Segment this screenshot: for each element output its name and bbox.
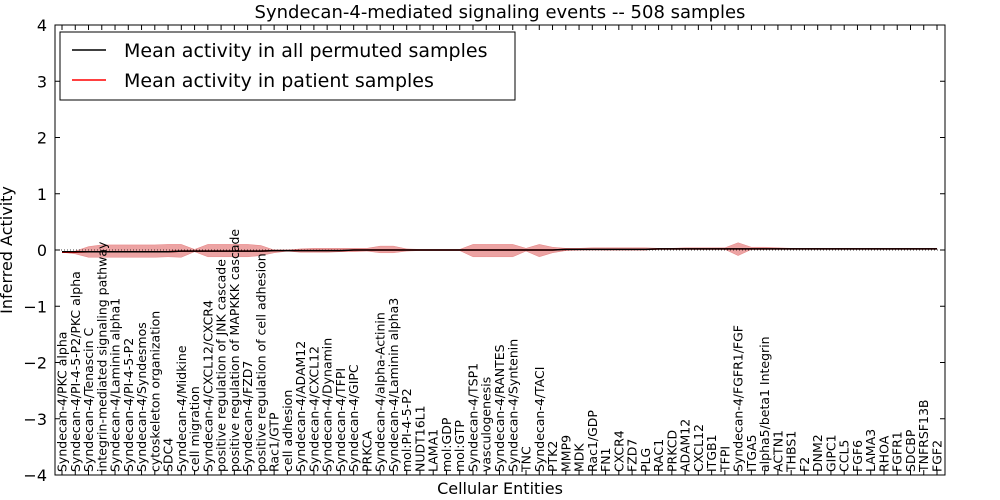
x-tick-label: PLG [638,448,653,472]
x-tick-label: PRKCD [664,430,679,472]
x-tick-label: PTK2 [545,441,560,472]
x-tick-label: NUDT16L1 [413,405,428,472]
chart-title: Syndecan-4-mediated signaling events -- … [255,2,746,23]
x-tick-label: ITGA5 [744,434,759,472]
x-tick-label: ITGB1 [704,434,719,472]
x-tick-label: Syndecan-4/RANTES [492,344,507,472]
x-tick-label: PRKCA [359,431,374,472]
y-tick-label: 3 [37,72,47,91]
x-tick-label: alpha5/beta1 Integrin [757,336,772,472]
y-tick-label: 2 [37,129,47,148]
x-tick-label: RHOA [877,435,892,472]
x-tick-label: Syndecan-4/PI-4-5-P2 [121,338,136,472]
x-tick-label: positive regulation of JNK cascade [214,259,229,472]
x-tick-label: FGFR1 [890,431,905,472]
x-tick-label: Syndecan-4/Laminin alpha3 [386,298,401,472]
x-tick-label: CXCR4 [611,430,626,472]
x-tick-label: positive regulation of cell adhesion [253,253,268,472]
x-tick-label: Syndecan-4/TFPI [333,368,348,472]
x-tick-label: Syndecan-4/FZD7 [240,361,255,472]
x-tick-label: Syndecan-4/TACI [532,367,547,472]
x-tick-label: TFPI [717,446,732,473]
x-tick-label: LAMA1 [426,429,441,472]
x-tick-label: TNFRSF13B [916,400,931,473]
y-tick-label: −2 [23,354,47,373]
x-tick-label: mol:GDP [439,417,454,472]
x-tick-label: Syndecan-4/PI-4-5-P2/PKC alpha [68,271,83,472]
x-tick-label: LAMA3 [863,429,878,472]
x-tick-label: Syndecan-4/ADAM12 [293,341,308,472]
x-tick-label: F2 [797,457,812,472]
series-line-permuted [62,248,937,253]
y-tick-label: 4 [37,16,47,35]
x-tick-label: Syndecan-4/Tenascin C [81,327,96,472]
x-tick-label: SDC4 [161,438,176,472]
x-tick-label: Syndecan-4/CXCL12/CXCR4 [200,300,215,472]
x-tick-label: cell adhesion [280,390,295,472]
x-tick-label: FGF6 [850,440,865,472]
x-tick-label: Syndecan-4/Midkine [174,345,189,472]
legend-label-permuted: Mean activity in all permuted samples [124,40,487,62]
x-tick-label: Syndecan-4/alpha-Actinin [373,312,388,472]
x-tick-label: SDCBP [903,429,918,472]
x-tick-label: GIPC1 [823,434,838,472]
x-tick-label: cell migration [187,386,202,472]
x-tick-label: mol:GTP [452,420,467,472]
x-tick-label: integrin-mediated signaling pathway [94,241,109,472]
x-tick-label: ADAM12 [678,419,693,472]
y-tick-label: −1 [23,297,47,316]
x-tick-label: DNM2 [810,434,825,472]
x-tick-label: Syndecan-4/CXCL12 [306,346,321,472]
y-axis-ticks: 4 3 2 1 0 −1 −2 −3 −4 [23,16,945,485]
x-tick-label: mol:PI-4-5-P2 [399,388,414,472]
x-tick-label: Rac1/GDP [585,410,600,472]
x-tick-label: TNC [519,446,534,473]
legend-label-patient: Mean activity in patient samples [124,70,434,92]
x-tick-label: vasculogenesis [479,377,494,472]
y-tick-label: 1 [37,185,47,204]
x-tick-label: Syndecan-4/PKC alpha [55,332,70,472]
x-tick-label: ACTN1 [770,430,785,472]
y-tick-label: −3 [23,410,47,429]
x-tick-label: FZD7 [625,439,640,472]
x-tick-label: MMP9 [558,435,573,472]
x-tick-label: cytoskeleton organization [147,311,162,472]
x-tick-label: MDK [572,443,587,472]
y-axis-label: Inferred Activity [0,186,16,314]
x-tick-label: Syndecan-4/Dynamin [320,338,335,472]
x-tick-label: Rac1/GTP [267,412,282,472]
x-tick-label: THBS1 [784,431,799,473]
x-tick-label: positive regulation of MAPKKK cascade [227,229,242,472]
x-tick-label: FGF2 [930,440,945,472]
y-tick-label: −4 [23,466,47,485]
x-tick-label: Syndecan-4/Syntenin [505,339,520,472]
x-tick-label: CCL5 [837,440,852,472]
x-tick-label: Syndecan-4/FGFR1/FGF [731,325,746,472]
x-tick-label: RAC1 [651,439,666,472]
x-axis-ticks: Syndecan-4/PKC alphaSyndecan-4/PI-4-5-P2… [55,25,945,475]
x-tick-label: Syndecan-4/Syndesmos [134,322,149,472]
y-tick-label: 0 [37,241,47,260]
x-tick-label: Syndecan-4/Laminin alpha1 [108,298,123,472]
x-tick-label: Syndecan-4/TSP1 [466,363,481,472]
x-tick-label: CXCL12 [691,424,706,472]
series-layer [62,248,937,254]
x-tick-label: FN1 [598,448,613,473]
x-tick-label: Syndecan-4/GIPC [346,364,361,472]
legend: Mean activity in all permuted samples Me… [59,31,516,101]
legend-box [59,31,516,101]
x-axis-label: Cellular Entities [437,479,563,498]
